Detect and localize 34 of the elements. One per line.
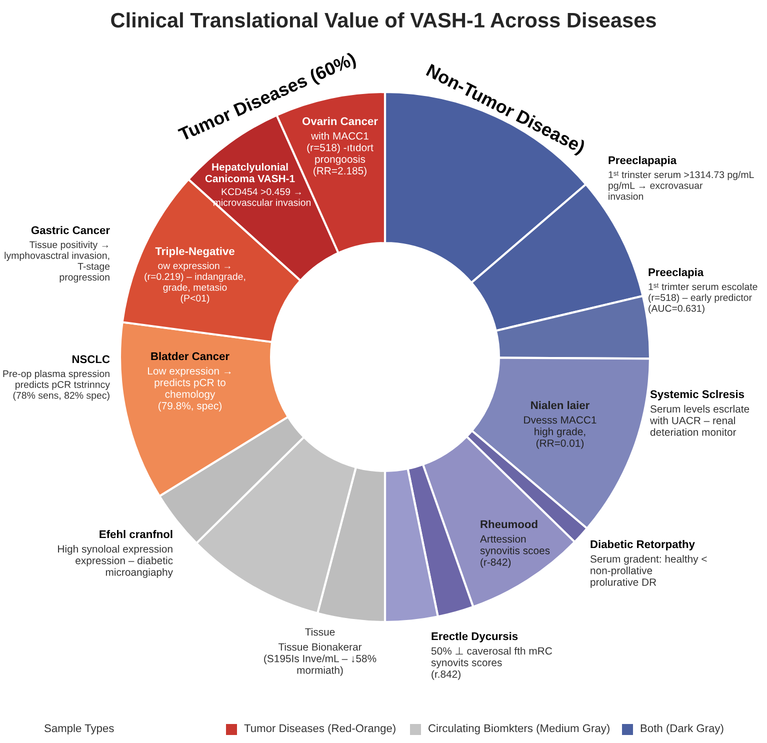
text: Erectle Dycursis — [432, 632, 518, 642]
text: Ovarin Cancer — [302, 117, 378, 126]
text: Tissue — [305, 628, 335, 636]
text: Circulating Biomkters (Medium Gray) — [428, 724, 610, 734]
text: Preeclapia — [648, 268, 704, 278]
text: Both (Dark Gray) — [640, 724, 724, 734]
text: Tissue Bionakerar (S195Is Inve/mL – ↓58% mormiath) — [264, 643, 376, 676]
text: Nialen laier — [531, 401, 590, 410]
text: with MACC1 (r=518) -ıtıdort prongoosis (RR=2.185) — [307, 132, 374, 176]
text: Gastric Cancer — [31, 226, 110, 234]
text: Efehl cranfnol — [100, 530, 172, 538]
text: Arttession synovitis scoes (r-842) — [480, 535, 550, 568]
text: Serum levels escrlate with UACR – renal deteriation monitor — [650, 405, 750, 436]
text: Rheumood — [480, 520, 538, 528]
text: Triple-Negative — [155, 247, 234, 258]
text: Dvesss MACC1 high grade, (RR=0.01) — [524, 416, 596, 449]
text: Hepatclyulonial Canicoma VASH-1 — [205, 163, 295, 182]
text: Systemic Sclresis — [650, 390, 744, 400]
text: Diabetic Retorpathy — [590, 540, 695, 550]
text: ow expression → (r=0.219) – indangrade, grade, metasio (P<01) — [144, 262, 246, 304]
text: Preeclapapia — [608, 156, 677, 166]
text: Tissue positivity → lymphovasctral invasion, T-stage progression — [4, 241, 110, 283]
text: Pre-op plasma spression predicts pCR tstrinncy (78% sens, 82% spec) — [3, 370, 110, 401]
text: Sample Types — [44, 724, 114, 734]
text: 1ˢᵗ trinster serum >1314.73 pg/mL pg/mL → excrovasuar invasion — [608, 171, 754, 200]
text: Tumor Diseases (Red-Orange) — [244, 724, 396, 734]
text: High synoloal expression expression – diabetic microangiaphy — [58, 545, 173, 578]
chart-title: Clinical Translational Value of VASH-1 Across Diseases — [111, 12, 656, 28]
text: Low expression → predicts pCR to chemology (79.8%, spec) — [148, 367, 231, 412]
text: NSCLC — [72, 355, 110, 364]
text: Blatder Cancer — [151, 352, 230, 360]
text: Serum gradent: healthy < non-prollative prolurative DR — [590, 555, 707, 588]
text: 1ˢᵗ trimter serum escolate (r=518) – early predictor (AUC=0.631) — [648, 283, 758, 314]
text: 50% ⊥ caverosal fth mRC synovits scores (r.842) — [431, 647, 552, 680]
